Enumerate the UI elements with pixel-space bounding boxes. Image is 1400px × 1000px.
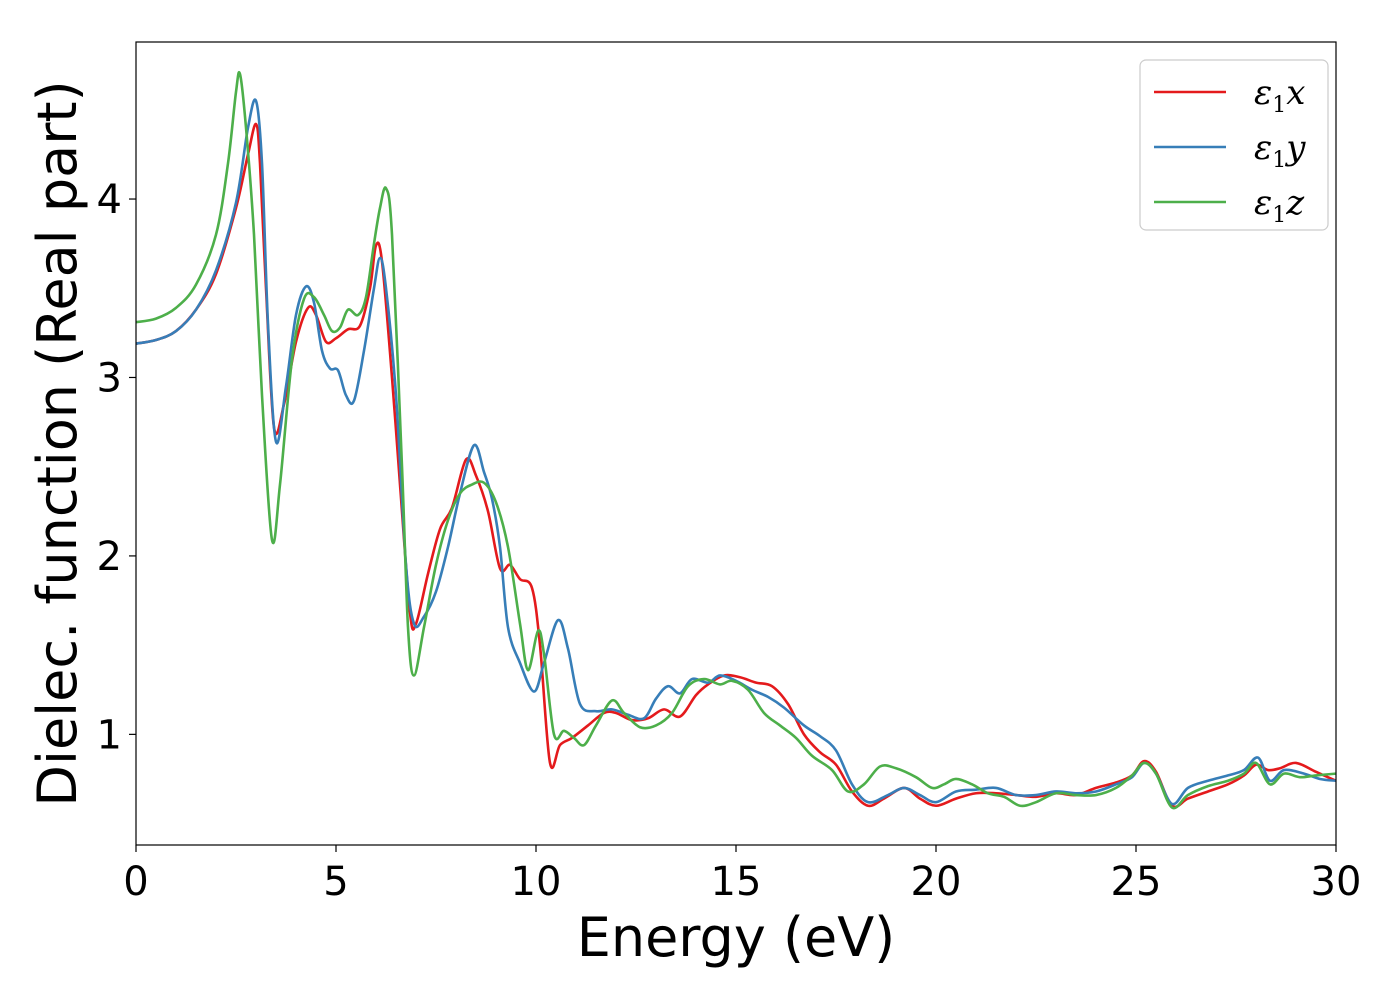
series-line-x (136, 122, 1336, 809)
legend-label-x: ε1x (1254, 73, 1305, 118)
legend-label-z: ε1z (1254, 183, 1305, 228)
x-axis-label: Energy (eV) (577, 906, 896, 969)
y-tick-label: 2 (97, 534, 122, 580)
x-tick-label: 15 (711, 859, 762, 905)
plot-background (136, 42, 1336, 845)
series-layer (136, 71, 1336, 810)
x-axis: 0 5 10 15 20 25 30 (123, 845, 1361, 905)
y-tick-label: 3 (97, 355, 122, 401)
x-tick-label: 25 (1111, 859, 1162, 905)
y-tick-label: 4 (97, 177, 122, 223)
x-tick-label: 5 (323, 859, 348, 905)
y-axis-label: Dielec. function (Real part) (26, 80, 89, 806)
legend-label-y: ε1y (1254, 128, 1306, 173)
x-tick-label: 0 (123, 859, 148, 905)
legend: ε1x ε1y ε1z (1139, 59, 1329, 231)
x-tick-label: 10 (511, 859, 562, 905)
x-tick-label: 30 (1311, 859, 1362, 905)
x-tick-label: 20 (911, 859, 962, 905)
series-line-z (136, 71, 1336, 810)
y-tick-label: 1 (97, 712, 122, 758)
y-axis: 1 2 3 4 (97, 177, 136, 758)
legend-box (1139, 59, 1329, 231)
